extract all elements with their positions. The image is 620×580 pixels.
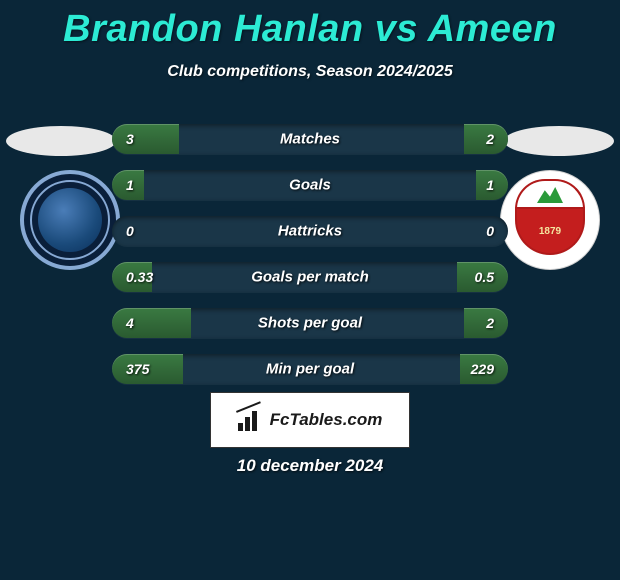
- stat-fill-left: [112, 308, 191, 338]
- stat-value-right: 2: [486, 315, 494, 331]
- stat-value-left: 4: [126, 315, 134, 331]
- stat-label: Matches: [280, 131, 340, 148]
- stat-value-right: 2: [486, 131, 494, 147]
- stat-row: 0 0 Hattricks: [112, 216, 508, 246]
- stat-label: Min per goal: [266, 361, 354, 378]
- comparison-title: Brandon Hanlan vs Ameen: [0, 0, 620, 51]
- date-text: 10 december 2024: [0, 456, 620, 476]
- player1-club-badge: [20, 170, 120, 270]
- stat-row: 1 1 Goals: [112, 170, 508, 200]
- player1-photo-placeholder: [6, 126, 116, 156]
- comparison-subtitle: Club competitions, Season 2024/2025: [0, 63, 620, 81]
- stat-value-right: 0: [486, 223, 494, 239]
- stat-value-left: 3: [126, 131, 134, 147]
- player2-club-badge: 1879: [500, 170, 600, 270]
- brand-box: FcTables.com: [210, 392, 410, 448]
- stats-container: 3 2 Matches 1 1 Goals 0 0 Hattricks 0.33 0.5 Goals …: [112, 124, 508, 400]
- badge-year: 1879: [515, 209, 585, 255]
- stat-value-left: 0.33: [126, 269, 153, 285]
- player2-photo-placeholder: [504, 126, 614, 156]
- stat-label: Shots per goal: [258, 315, 362, 332]
- stat-value-left: 375: [126, 361, 149, 377]
- stat-label: Goals per match: [251, 269, 369, 286]
- stat-row: 4 2 Shots per goal: [112, 308, 508, 338]
- stat-value-right: 1: [486, 177, 494, 193]
- stat-row: 0.33 0.5 Goals per match: [112, 262, 508, 292]
- stat-label: Hattricks: [278, 223, 342, 240]
- brand-text: FcTables.com: [270, 410, 383, 430]
- stat-row: 375 229 Min per goal: [112, 354, 508, 384]
- stat-value-right: 0.5: [475, 269, 494, 285]
- brand-chart-icon: [238, 409, 264, 431]
- stat-value-left: 1: [126, 177, 134, 193]
- stat-row: 3 2 Matches: [112, 124, 508, 154]
- stat-value-left: 0: [126, 223, 134, 239]
- stat-label: Goals: [289, 177, 331, 194]
- stat-value-right: 229: [471, 361, 494, 377]
- stat-fill-left: [112, 124, 179, 154]
